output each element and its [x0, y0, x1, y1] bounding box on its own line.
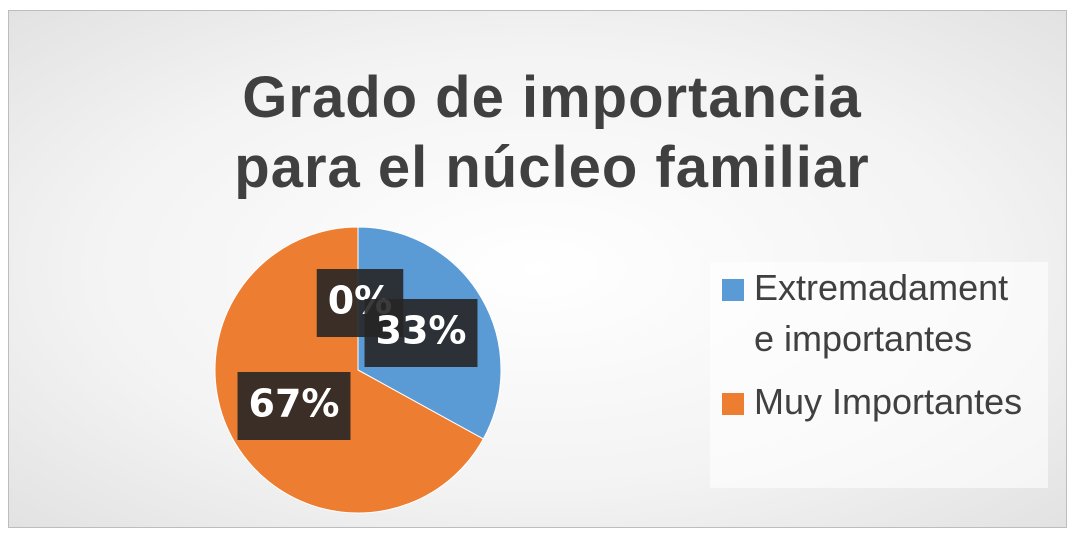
data-label-box: [237, 372, 351, 440]
data-label: 67%: [249, 382, 340, 426]
legend-swatch: [722, 393, 744, 415]
pie-slice: [214, 226, 484, 514]
legend-item: Muy Importantes: [710, 376, 1024, 427]
chart-title: Grado de importancia: [242, 65, 861, 130]
legend-swatch: [722, 279, 744, 301]
data-label: 33%: [376, 309, 467, 353]
legend-label: Extremadamente importantes: [754, 267, 1009, 359]
legend: Extremadamente importantes Muy Importante…: [710, 262, 1048, 488]
legend-item: Extremadamente importantes: [710, 262, 1024, 364]
legend-label: Muy Importantes: [754, 381, 1023, 422]
data-label-box: [364, 299, 478, 367]
chart-title: para el núcleo familiar: [234, 135, 869, 200]
